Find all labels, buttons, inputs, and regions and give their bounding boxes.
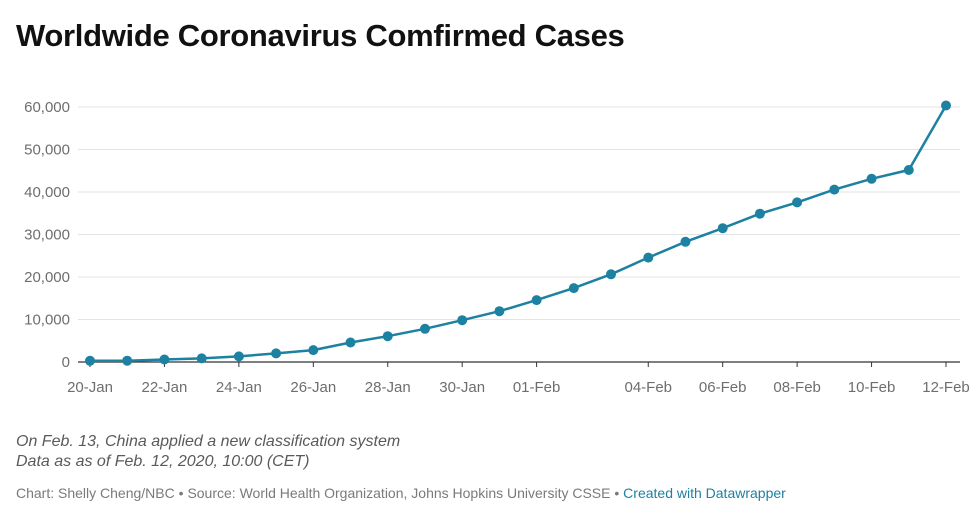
y-axis-labels: 0 10,000 20,000 30,000 40,000 50,000 60,000	[24, 99, 70, 371]
chart-title: Worldwide Coronavirus Comfirmed Cases	[16, 18, 625, 53]
data-point[interactable]	[717, 223, 728, 234]
gridlines	[78, 106, 960, 320]
data-point[interactable]	[345, 337, 356, 348]
chart-notes: On Feb. 13, China applied a new classifi…	[16, 432, 400, 472]
y-tick-label: 40,000	[24, 184, 70, 201]
y-tick-label: 20,000	[24, 269, 70, 286]
data-point[interactable]	[531, 295, 542, 306]
data-point[interactable]	[754, 208, 765, 219]
x-tick-label: 12-Feb	[922, 379, 970, 396]
cases-line	[88, 104, 948, 363]
data-point[interactable]	[829, 184, 840, 195]
footer-source: Source: World Health Organization, Johns…	[187, 485, 611, 501]
data-point[interactable]	[680, 236, 691, 247]
data-point[interactable]	[196, 353, 207, 364]
data-point[interactable]	[866, 173, 877, 184]
y-tick-label: 10,000	[24, 312, 70, 329]
data-point[interactable]	[643, 252, 654, 263]
data-point[interactable]	[457, 315, 468, 326]
y-tick-label: 30,000	[24, 227, 70, 244]
data-point[interactable]	[568, 283, 579, 294]
x-tick-label: 01-Feb	[513, 379, 561, 396]
note-classification: On Feb. 13, China applied a new classifi…	[16, 433, 401, 450]
datawrapper-link[interactable]: Created with Datawrapper	[623, 485, 786, 501]
data-point[interactable]	[606, 269, 616, 280]
series-line	[88, 104, 948, 363]
data-point[interactable]	[903, 165, 914, 175]
data-point[interactable]	[382, 331, 393, 342]
x-tick-label: 22-Jan	[141, 379, 187, 396]
x-tick-label: 20-Jan	[67, 379, 113, 396]
line-chart: 0 10,000 20,000 30,000 40,000 50,000 60,000 20…	[24, 99, 970, 396]
x-tick-label: 06-Feb	[699, 379, 747, 396]
data-point[interactable]	[122, 355, 133, 366]
data-point[interactable]	[308, 345, 319, 356]
x-tick-label: 10-Feb	[848, 379, 896, 396]
data-point[interactable]	[420, 323, 430, 334]
x-tick-label: 26-Jan	[290, 379, 336, 396]
footer-credit: Chart: Shelly Cheng/NBC	[16, 485, 175, 501]
data-points	[85, 100, 951, 366]
y-tick-label: 50,000	[24, 142, 70, 159]
data-point[interactable]	[941, 100, 951, 111]
x-tick-label: 28-Jan	[365, 379, 411, 396]
footer-separator: •	[174, 485, 188, 501]
data-point[interactable]	[792, 197, 803, 208]
chart-footer: Chart: Shelly Cheng/NBC • Source: World …	[16, 485, 786, 501]
footer-separator: •	[610, 485, 624, 501]
x-tick-label: 08-Feb	[773, 379, 821, 396]
data-point[interactable]	[233, 351, 244, 362]
y-tick-label: 0	[62, 354, 70, 371]
data-point[interactable]	[85, 355, 95, 366]
x-axis	[78, 361, 960, 367]
data-point[interactable]	[494, 306, 505, 317]
x-tick-label: 30-Jan	[439, 379, 485, 396]
x-tick-label: 04-Feb	[624, 379, 672, 396]
y-tick-label: 60,000	[24, 99, 70, 116]
x-tick-label: 24-Jan	[216, 379, 262, 396]
note-data-date: Data as as of Feb. 12, 2020, 10:00 (CET)	[16, 453, 310, 470]
x-axis-labels: 20-Jan 22-Jan 24-Jan 26-Jan 28-Jan 30-Jan 01-F…	[67, 379, 970, 396]
data-point[interactable]	[159, 354, 170, 365]
data-point[interactable]	[271, 348, 282, 359]
